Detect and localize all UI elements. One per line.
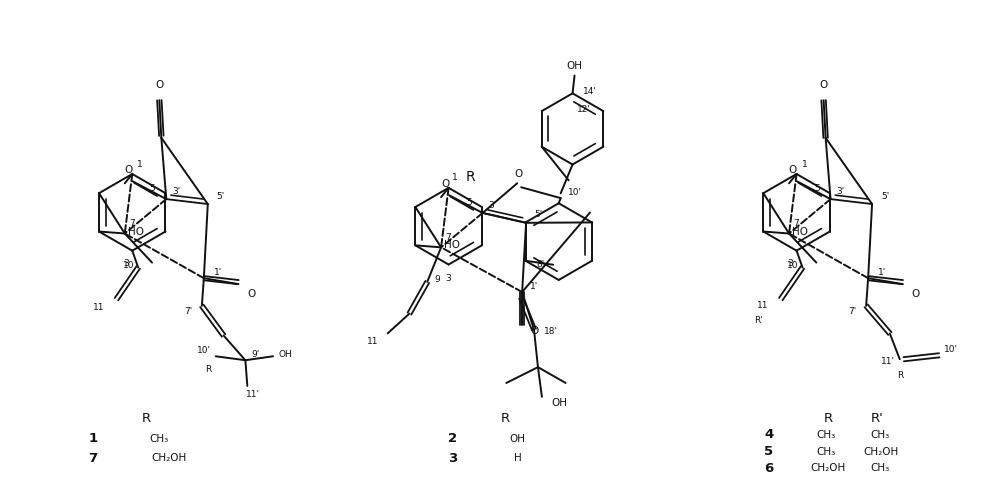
Text: O: O — [125, 166, 133, 175]
Text: 5: 5 — [814, 184, 820, 193]
Text: 8': 8' — [536, 260, 544, 269]
Text: OH: OH — [567, 60, 583, 71]
Text: R: R — [205, 364, 211, 374]
Text: R: R — [897, 371, 903, 379]
Text: 3: 3 — [446, 274, 451, 283]
Text: 5: 5 — [466, 197, 472, 207]
Text: 14': 14' — [583, 87, 597, 96]
Text: 10': 10' — [197, 346, 211, 355]
Text: R: R — [824, 412, 833, 425]
Text: 7: 7 — [793, 219, 799, 228]
Text: 7': 7' — [184, 307, 192, 316]
Text: HO: HO — [444, 241, 460, 250]
Text: 1: 1 — [137, 160, 143, 168]
Text: 1: 1 — [452, 173, 457, 182]
Text: OH: OH — [278, 350, 292, 359]
Text: 11: 11 — [93, 302, 104, 312]
Text: 10': 10' — [944, 345, 958, 354]
Text: CH₃: CH₃ — [870, 463, 889, 473]
Text: 1': 1' — [214, 268, 222, 277]
Text: 3': 3' — [172, 187, 180, 196]
Text: R': R' — [755, 317, 763, 325]
Text: 1': 1' — [530, 282, 538, 290]
Text: CH₃: CH₃ — [817, 430, 836, 440]
Text: 10: 10 — [123, 261, 134, 270]
Text: 11: 11 — [757, 301, 769, 310]
Text: 10: 10 — [787, 261, 798, 270]
Text: 10': 10' — [568, 188, 582, 197]
Text: 5: 5 — [764, 445, 773, 458]
Text: 18': 18' — [544, 327, 558, 336]
Text: 11': 11' — [881, 357, 895, 366]
Text: O: O — [820, 80, 828, 91]
Text: 12': 12' — [577, 105, 591, 114]
Text: O: O — [441, 179, 449, 189]
Text: 1: 1 — [802, 160, 807, 168]
Text: CH₂OH: CH₂OH — [863, 447, 898, 456]
Text: 3': 3' — [836, 187, 845, 196]
Text: R: R — [500, 412, 510, 425]
Text: 9': 9' — [251, 350, 259, 359]
Text: 3: 3 — [448, 452, 457, 465]
Text: 6: 6 — [764, 462, 774, 475]
Text: O: O — [155, 80, 163, 91]
Text: O: O — [514, 169, 522, 180]
Text: 5': 5' — [217, 192, 225, 201]
Text: 1': 1' — [878, 268, 886, 277]
Text: H: H — [514, 454, 522, 464]
Text: HO: HO — [792, 227, 808, 237]
Text: CH₃: CH₃ — [870, 430, 889, 440]
Text: 7: 7 — [445, 233, 451, 242]
Text: 5': 5' — [534, 211, 542, 219]
Text: 5': 5' — [881, 192, 889, 201]
Text: OH: OH — [510, 434, 526, 444]
Text: CH₃: CH₃ — [817, 447, 836, 456]
Text: 9: 9 — [434, 275, 440, 285]
Text: 7: 7 — [129, 219, 135, 228]
Text: O: O — [530, 326, 538, 335]
Text: CH₂OH: CH₂OH — [811, 463, 846, 473]
Text: CH₃: CH₃ — [149, 434, 169, 444]
Text: 4: 4 — [764, 428, 774, 441]
Text: OH: OH — [552, 398, 568, 408]
Text: 3': 3' — [488, 200, 497, 210]
Text: 7': 7' — [848, 307, 856, 316]
Text: 1: 1 — [88, 432, 97, 445]
Text: CH₂OH: CH₂OH — [151, 454, 186, 464]
Text: 11': 11' — [246, 390, 260, 399]
Text: 5: 5 — [150, 184, 156, 193]
Text: 3: 3 — [788, 259, 794, 268]
Text: 11: 11 — [367, 337, 379, 346]
Text: O: O — [911, 289, 920, 299]
Text: O: O — [247, 289, 255, 299]
Text: R: R — [142, 412, 151, 425]
Text: 2: 2 — [448, 432, 457, 445]
Text: R': R' — [871, 412, 884, 425]
Text: 7: 7 — [88, 452, 97, 465]
Text: 3: 3 — [123, 259, 129, 268]
Text: R: R — [466, 170, 476, 184]
Text: O: O — [789, 166, 797, 175]
Text: HO: HO — [128, 227, 144, 237]
